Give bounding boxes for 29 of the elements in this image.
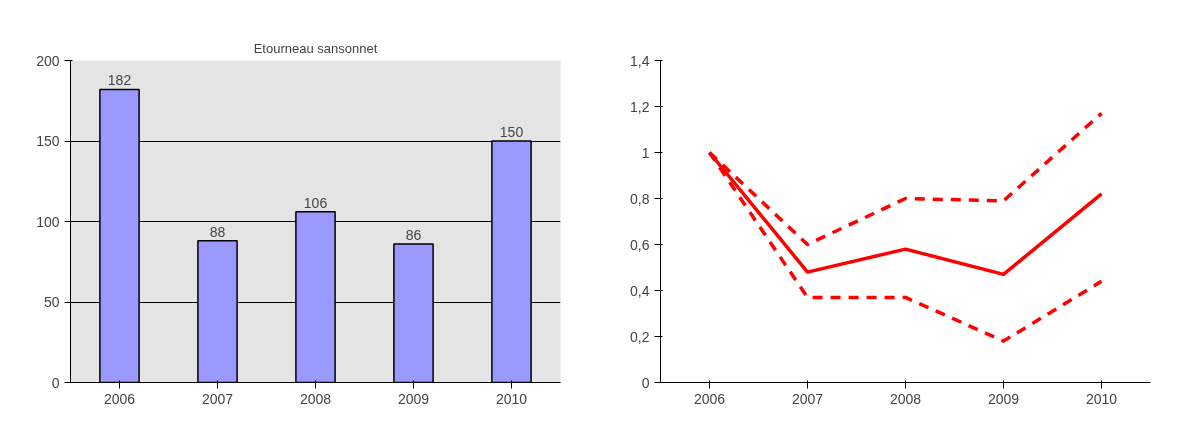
y-tick-label: 150: [36, 133, 60, 149]
x-tick-label: 2006: [693, 390, 726, 407]
y-tick-label: 0,8: [630, 190, 650, 207]
x-tick-label: 2010: [495, 390, 528, 407]
y-tick-label: 0,4: [630, 282, 650, 299]
x-tick-label: 2009: [987, 390, 1020, 407]
y-tick-label: 0: [641, 374, 650, 391]
x-tick-label: 2008: [299, 390, 332, 407]
y-tick-label: 1: [641, 144, 650, 161]
data-label: 182: [107, 72, 132, 89]
x-tick-label: 2009: [397, 390, 430, 407]
x-tick-label: 2006: [103, 390, 136, 407]
y-tick-label: 1,4: [630, 52, 650, 69]
y-tick-label: 0,6: [630, 236, 650, 253]
y-tick-label: 50: [43, 294, 60, 310]
data-label: 88: [209, 223, 226, 240]
data-label: 86: [405, 227, 422, 244]
y-tick-label: 0,2: [630, 328, 650, 345]
x-tick-label: 2010: [1085, 390, 1118, 407]
y-tick-label: 200: [36, 52, 60, 69]
y-tick-label: 100: [36, 213, 60, 230]
x-tick-label: 2008: [889, 390, 922, 407]
chart-title: Etourneau sansonnet: [253, 40, 378, 56]
data-label: 150: [499, 124, 524, 140]
y-tick-label: 1,2: [630, 98, 650, 115]
x-tick-label: 2007: [201, 390, 234, 407]
data-label: 106: [303, 194, 328, 211]
y-tick-label: 0: [51, 374, 60, 391]
x-tick-label: 2007: [791, 390, 824, 407]
